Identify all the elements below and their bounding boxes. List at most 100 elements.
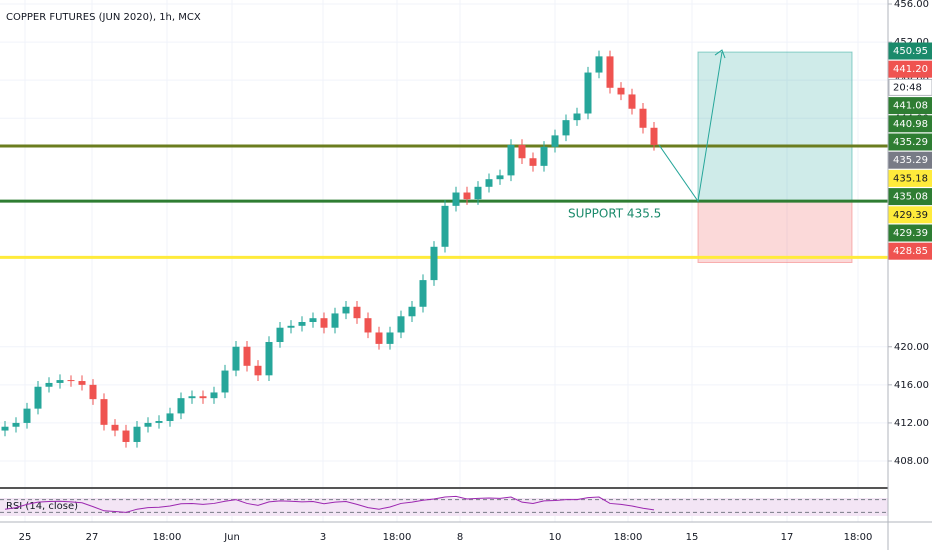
candle-body: [386, 332, 394, 344]
price-badge-label: 435.29: [893, 137, 928, 148]
candle-body: [485, 179, 493, 187]
price-badge-label: 429.39: [893, 228, 928, 239]
candle-body: [606, 56, 614, 88]
candle-body: [12, 422, 20, 427]
price-badge: [888, 169, 932, 187]
price-badge: [888, 151, 932, 169]
candle-body: [199, 396, 207, 399]
y-tick-label: 408.00: [894, 456, 929, 467]
candle-body: [551, 135, 559, 147]
candle-body: [243, 346, 251, 366]
y-tick-label: 456.00: [894, 0, 929, 10]
price-badge: [888, 224, 932, 242]
candle-body: [584, 72, 592, 114]
price-badge: [888, 78, 932, 96]
profit-zone: [697, 51, 853, 202]
candle-body: [177, 398, 185, 414]
price-badge-label: 429.39: [893, 210, 928, 221]
candle-body: [419, 280, 427, 307]
candle-body: [342, 306, 350, 314]
x-tick-label: 15: [686, 532, 699, 543]
candle-body: [496, 175, 504, 180]
candle-body: [617, 87, 625, 95]
candle-body: [166, 413, 174, 422]
candle-body: [529, 158, 537, 166]
candle-body: [650, 127, 658, 145]
x-tick-label: 10: [549, 532, 562, 543]
price-badge-label: 435.08: [893, 192, 928, 203]
candle-body: [474, 186, 482, 200]
candle-body: [408, 306, 416, 317]
price-badge: [888, 206, 932, 224]
support-label: SUPPORT 435.5: [568, 207, 661, 221]
candle-body: [89, 384, 97, 400]
price-badge-label: 428.85: [893, 246, 928, 257]
rsi-line: [4, 495, 655, 513]
candle-body: [122, 430, 130, 442]
price-badge: [888, 97, 932, 115]
candle-body: [639, 108, 647, 128]
x-tick-label: 18:00: [614, 532, 643, 543]
candle-body: [276, 327, 284, 342]
candle-body: [232, 346, 240, 371]
price-badge: [888, 242, 932, 260]
x-tick-label: 18:00: [153, 532, 182, 543]
candle-body: [133, 426, 141, 442]
price-badge: [888, 60, 932, 78]
y-tick-label: 412.00: [894, 418, 929, 429]
candle-body: [67, 380, 75, 382]
candle-body: [353, 306, 361, 319]
candle-body: [540, 146, 548, 166]
candle-body: [111, 424, 119, 431]
loss-zone: [697, 200, 853, 263]
candle-body: [463, 192, 471, 200]
candle-body: [56, 380, 64, 383]
price-badge-label: 441.20: [893, 64, 928, 75]
candle-body: [309, 318, 317, 323]
candle-body: [254, 365, 262, 376]
candle-body: [100, 399, 108, 425]
price-badge: [888, 133, 932, 151]
candle-body: [397, 316, 405, 333]
projection-arrowhead: [714, 49, 726, 59]
y-tick-label: 416.00: [894, 380, 929, 391]
price-badge-label: 435.18: [893, 173, 928, 184]
y-tick-label: 420.00: [894, 342, 929, 353]
x-tick-label: 17: [781, 532, 794, 543]
x-tick-label: 18:00: [383, 532, 412, 543]
candle-body: [562, 120, 570, 136]
candle-body: [320, 318, 328, 328]
candle-body: [188, 396, 196, 399]
candle-body: [507, 144, 515, 176]
candle-body: [287, 325, 295, 328]
price-badge: [888, 188, 932, 206]
x-tick-label: 3: [320, 532, 326, 543]
price-badge-label: 440.98: [893, 119, 928, 130]
rsi-band: [0, 498, 888, 516]
candle-body: [45, 382, 53, 387]
chart-title: COPPER FUTURES (JUN 2020), 1h, MCX: [6, 12, 201, 23]
rsi-label: RSI (14, close): [6, 501, 78, 512]
candle-body: [210, 392, 218, 399]
candle-body: [331, 313, 339, 328]
candle-body: [78, 381, 86, 385]
x-tick-label: Jun: [223, 532, 240, 543]
candle-body: [1, 426, 9, 431]
candle-body: [265, 341, 273, 376]
projection-path: [658, 52, 723, 203]
candle-body: [144, 422, 152, 427]
candle-body: [298, 322, 306, 326]
candle-body: [23, 408, 31, 423]
candle-body: [221, 370, 229, 393]
price-badge: [888, 42, 932, 60]
price-badge-label: 441.08: [893, 101, 928, 112]
price-badge-label: 435.29: [893, 155, 928, 166]
price-badge-label: 450.95: [893, 46, 928, 57]
candle-body: [518, 144, 526, 159]
x-tick-label: 18:00: [844, 532, 873, 543]
candle-body: [595, 56, 603, 73]
x-tick-label: 27: [86, 532, 99, 543]
x-tick-label: 8: [457, 532, 463, 543]
